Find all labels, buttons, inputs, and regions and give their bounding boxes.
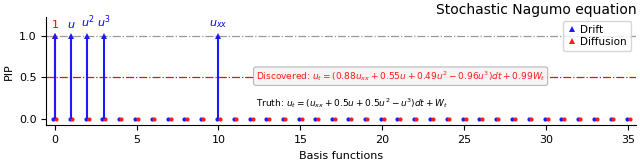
Text: $1$: $1$ (51, 18, 58, 30)
Text: Discovered: $u_t = (0.88u_{xx} + 0.55u + 0.49u^2 - 0.96u^3)dt + 0.99W_t$: Discovered: $u_t = (0.88u_{xx} + 0.55u +… (256, 69, 545, 83)
Text: $u$: $u$ (67, 20, 76, 30)
Legend: Drift, Diffusion: Drift, Diffusion (563, 20, 631, 51)
Text: Stochastic Nagumo equation: Stochastic Nagumo equation (436, 3, 636, 18)
Text: $u^3$: $u^3$ (97, 13, 111, 30)
Text: $u_{xx}$: $u_{xx}$ (209, 18, 228, 30)
Y-axis label: PIP: PIP (3, 63, 13, 80)
Text: $u^2$: $u^2$ (81, 13, 94, 30)
X-axis label: Basis functions: Basis functions (300, 151, 383, 161)
Text: Truth: $u_t = (u_{xx} + 0.5u + 0.5u^2 - u^3)dt + W_t$: Truth: $u_t = (u_{xx} + 0.5u + 0.5u^2 - … (256, 96, 448, 110)
